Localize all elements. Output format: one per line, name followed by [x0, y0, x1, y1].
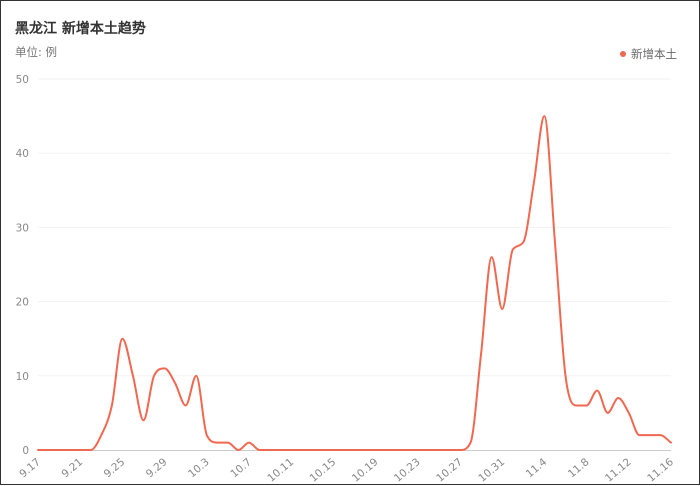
- data-point[interactable]: [636, 432, 642, 438]
- grid-lines: [38, 78, 671, 377]
- data-point[interactable]: [446, 447, 452, 453]
- data-point[interactable]: [499, 306, 505, 312]
- x-tick-label: 9.29: [144, 456, 170, 480]
- data-point[interactable]: [46, 447, 52, 453]
- data-point[interactable]: [404, 447, 410, 453]
- chart-unit-label: 单位: 例: [15, 45, 58, 59]
- data-point[interactable]: [119, 336, 125, 342]
- data-point[interactable]: [668, 440, 674, 446]
- data-point[interactable]: [267, 447, 273, 453]
- data-point[interactable]: [235, 447, 241, 453]
- data-point[interactable]: [67, 447, 73, 453]
- x-tick-label: 10.11: [265, 456, 296, 485]
- data-point[interactable]: [394, 447, 400, 453]
- data-point[interactable]: [341, 447, 347, 453]
- data-point[interactable]: [489, 254, 495, 260]
- data-point[interactable]: [647, 432, 653, 438]
- x-tick-label: 10.23: [392, 456, 423, 485]
- data-point[interactable]: [56, 447, 62, 453]
- data-point[interactable]: [520, 239, 526, 245]
- y-tick-label: 0: [22, 445, 29, 457]
- data-point[interactable]: [320, 447, 326, 453]
- data-point[interactable]: [373, 447, 379, 453]
- data-point[interactable]: [193, 373, 199, 379]
- data-point[interactable]: [531, 180, 537, 186]
- data-point[interactable]: [436, 447, 442, 453]
- data-point[interactable]: [299, 447, 305, 453]
- x-tick-label: 10.7: [228, 456, 254, 480]
- x-tick-label: 9.25: [102, 456, 128, 480]
- x-tick-label: 10.19: [350, 456, 381, 485]
- y-tick-label: 40: [16, 148, 29, 160]
- data-point[interactable]: [225, 440, 231, 446]
- x-tick-label: 9.21: [59, 456, 85, 480]
- data-point[interactable]: [478, 351, 484, 357]
- data-point[interactable]: [278, 447, 284, 453]
- data-point[interactable]: [626, 410, 632, 416]
- legend-marker-icon: [620, 51, 626, 57]
- data-point[interactable]: [162, 365, 168, 371]
- data-point[interactable]: [214, 440, 220, 446]
- x-tick-labels: 9.17 9.21 9.25 9.29 10.3 10.7 10.11 10.15 10.19 1…: [17, 456, 676, 485]
- data-point[interactable]: [352, 447, 358, 453]
- y-axis: 0 10 20 30 40 50: [16, 74, 29, 457]
- y-tick-label: 20: [16, 297, 29, 309]
- y-tick-label: 30: [16, 222, 29, 234]
- data-point[interactable]: [552, 239, 558, 245]
- data-point[interactable]: [615, 395, 621, 401]
- x-tick-label: 11.16: [645, 456, 676, 485]
- data-point[interactable]: [605, 410, 611, 416]
- data-point[interactable]: [309, 447, 315, 453]
- x-tick-label: 10.15: [308, 456, 339, 485]
- data-point[interactable]: [584, 402, 590, 408]
- x-tick-label: 10.27: [434, 456, 465, 485]
- data-point[interactable]: [457, 447, 463, 453]
- x-tick-label: 11.8: [566, 456, 592, 480]
- chart-legend[interactable]: 新增本土: [620, 46, 677, 62]
- x-tick-label: 11.4: [524, 456, 550, 480]
- data-point[interactable]: [204, 432, 210, 438]
- data-point[interactable]: [594, 388, 600, 394]
- data-point[interactable]: [415, 447, 421, 453]
- x-tick-label: 9.17: [17, 456, 43, 480]
- data-point[interactable]: [88, 447, 94, 453]
- x-tick-label: 10.31: [476, 456, 507, 485]
- data-point[interactable]: [141, 417, 147, 423]
- data-point[interactable]: [151, 373, 157, 379]
- data-point[interactable]: [130, 373, 136, 379]
- data-point[interactable]: [77, 447, 83, 453]
- y-tick-label: 50: [16, 74, 29, 86]
- data-point[interactable]: [246, 440, 252, 446]
- data-point[interactable]: [183, 402, 189, 408]
- chart-title: 黑龙江 新增本土趋势: [15, 21, 146, 37]
- data-point[interactable]: [288, 447, 294, 453]
- data-point[interactable]: [383, 447, 389, 453]
- data-point[interactable]: [563, 373, 569, 379]
- x-tick-label: 11.12: [603, 456, 634, 485]
- data-point[interactable]: [172, 380, 178, 386]
- data-point[interactable]: [425, 447, 431, 453]
- data-point[interactable]: [573, 402, 579, 408]
- data-point[interactable]: [468, 440, 474, 446]
- legend-label: 新增本土: [631, 47, 677, 61]
- data-point[interactable]: [330, 447, 336, 453]
- series-layer: [35, 113, 674, 453]
- data-point[interactable]: [510, 247, 516, 253]
- data-point[interactable]: [98, 432, 104, 438]
- data-point[interactable]: [541, 113, 547, 119]
- series-line-xinzeng-bentu: [37, 115, 672, 451]
- x-tick-label: 10.3: [186, 456, 212, 480]
- data-point[interactable]: [257, 447, 263, 453]
- data-point[interactable]: [657, 432, 663, 438]
- data-point[interactable]: [362, 447, 368, 453]
- data-point[interactable]: [109, 402, 115, 408]
- data-point[interactable]: [35, 447, 41, 453]
- y-tick-label: 10: [16, 371, 29, 383]
